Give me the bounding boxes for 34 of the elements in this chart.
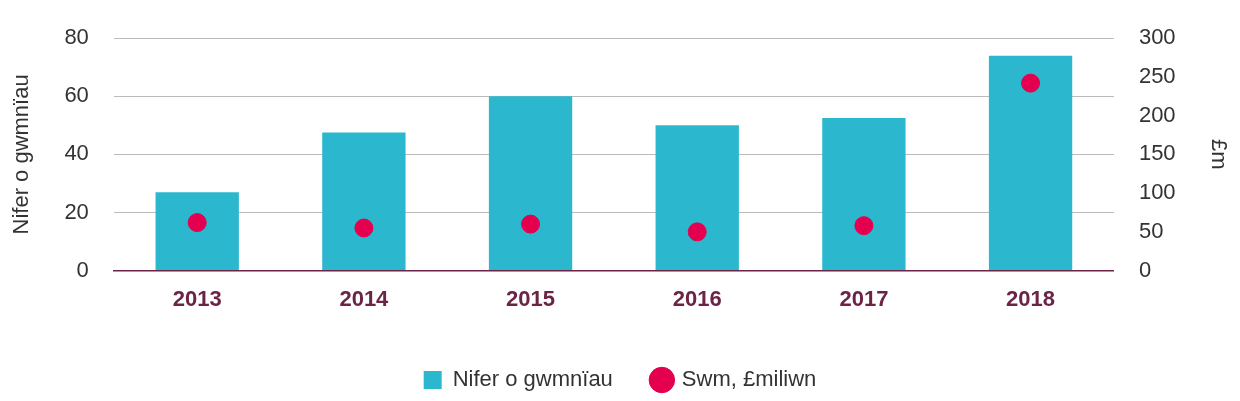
y2-tick-label: 200 [1138,101,1176,127]
bar [155,192,239,271]
point [521,214,541,234]
x-tick-label: 2014 [339,285,390,311]
x-tick-label: 2013 [172,285,222,311]
bar [822,118,906,271]
bar [988,55,1073,271]
y2-tick-label: 50 [1138,217,1164,243]
x-tick-label: 2017 [839,285,889,311]
point [687,222,707,242]
y2-tick-label: 300 [1138,24,1176,50]
bar [488,96,573,271]
bar [655,125,739,271]
point [1021,73,1041,93]
y2-tick-label: 0 [1138,256,1152,282]
x-tick-label: 2015 [506,285,556,311]
y-axis-title: Nifer o gwmnïau [8,74,34,235]
point [854,216,874,236]
y-tick-label: 40 [64,140,89,166]
y-tick-label: 20 [64,198,89,224]
legend-label: Swm, £miliwn [681,366,817,392]
legend-label: Nifer o gwmnïau [452,366,613,392]
y-tick-label: 60 [64,82,89,108]
y2-axis-title: £m [1206,139,1232,170]
point [187,213,207,233]
point [354,218,374,238]
x-tick-label: 2016 [672,285,722,311]
bar [322,132,406,271]
x-tick-label: 2018 [1006,285,1056,311]
y2-tick-label: 250 [1138,63,1176,88]
y-tick-label: 0 [76,256,89,282]
y2-tick-label: 150 [1138,140,1176,166]
y-tick-label: 80 [64,24,89,50]
y2-tick-label: 100 [1138,179,1176,205]
